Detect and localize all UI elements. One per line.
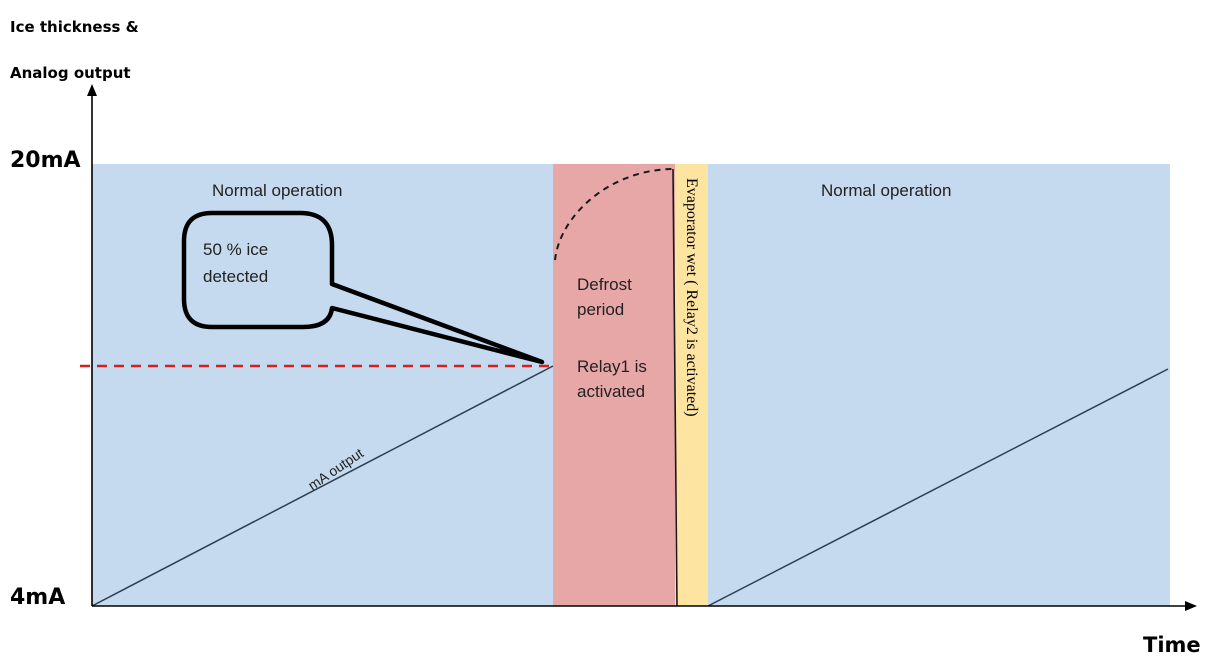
- x-axis-title: Time: [1143, 633, 1201, 657]
- defrost-label-line2: period: [577, 300, 625, 319]
- defrost-output-curve: [554, 168, 673, 261]
- y-axis-title-line1: Ice thickness &: [10, 18, 139, 36]
- ma-output-drop: [672, 168, 678, 607]
- relay1-label: Relay1 is activated: [577, 354, 647, 404]
- callout-line1: 50 % ice: [203, 240, 269, 259]
- defrost-period-label: Defrost period: [577, 272, 632, 322]
- callout-line2: detected: [203, 267, 269, 286]
- x-axis-arrowhead: [1185, 601, 1197, 611]
- normal-operation-region-right: [708, 164, 1170, 606]
- evaporator-wet-region: [675, 164, 708, 606]
- normal-operation-label-right: Normal operation: [821, 181, 952, 200]
- y-max-label: 20mA: [10, 148, 81, 173]
- normal-operation-label-left: Normal operation: [212, 181, 343, 200]
- evaporator-wet-label: Evaporator wet ( Relay2 is activated): [683, 178, 700, 417]
- ma-output-ramp-left: [91, 365, 554, 607]
- callout-bubble: [181, 210, 545, 365]
- relay1-label-line2: activated: [577, 382, 646, 401]
- defrost-period-region: [553, 164, 675, 606]
- y-axis-arrowhead: [87, 84, 97, 96]
- y-axis-title-line2: Analog output: [10, 64, 131, 82]
- callout-text: 50 % ice detected: [203, 236, 268, 290]
- y-min-label: 4mA: [10, 585, 66, 610]
- ma-output-ramp-right: [707, 368, 1169, 607]
- relay1-label-line1: Relay1 is: [577, 357, 647, 376]
- defrost-label-line1: Defrost: [577, 275, 632, 294]
